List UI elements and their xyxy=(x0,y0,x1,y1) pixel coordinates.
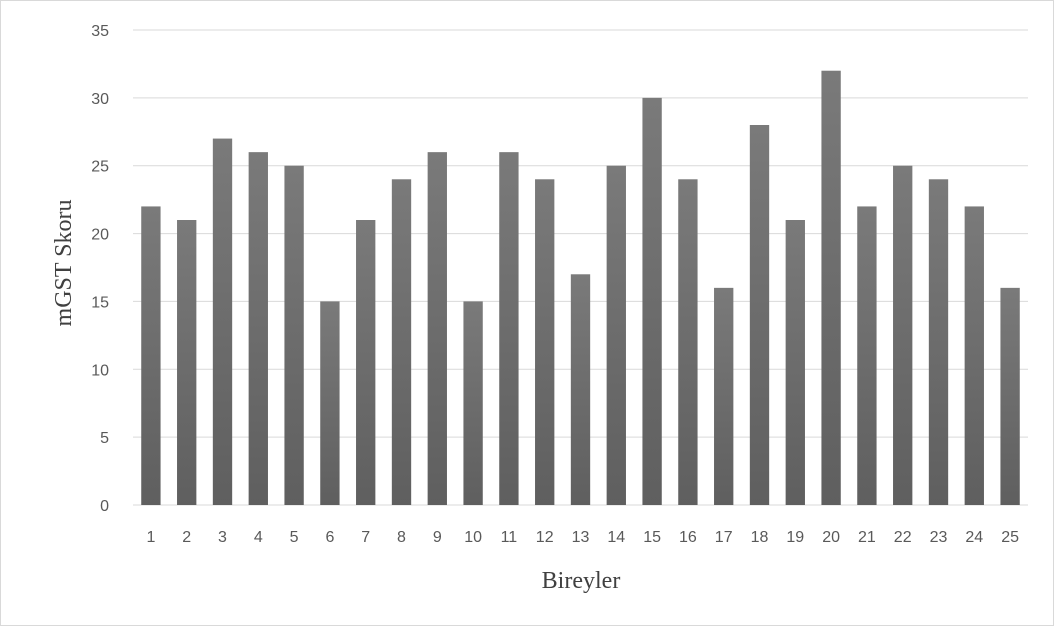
x-tick-labels: 1 2 3 4 5 6 7 8 9 10 11 12 13 14 15 16 17 18 19 20 21 22 23 24 2… xyxy=(146,529,1019,546)
bar-10 xyxy=(463,301,483,505)
bar-1 xyxy=(141,206,161,505)
y-tick-label: 25 xyxy=(91,159,109,176)
bar-11 xyxy=(499,152,519,505)
bars xyxy=(141,70,1020,506)
bar-4 xyxy=(248,152,268,505)
x-tick-label: 13 xyxy=(572,529,590,546)
x-tick-label: 3 xyxy=(218,529,227,546)
x-tick-label: 9 xyxy=(433,529,442,546)
bar-3 xyxy=(212,138,233,506)
bar-17 xyxy=(714,287,734,505)
bar-8 xyxy=(391,179,412,506)
x-tick-label: 16 xyxy=(679,529,697,546)
x-tick-label: 11 xyxy=(501,529,518,546)
bar-23 xyxy=(928,179,949,506)
x-axis-title: Bireyler xyxy=(542,568,621,594)
x-tick-label: 20 xyxy=(822,529,840,546)
bar-14 xyxy=(606,165,626,505)
x-tick-label: 10 xyxy=(464,529,482,546)
y-axis-title: mGST Skoru xyxy=(51,200,77,327)
x-tick-label: 5 xyxy=(290,529,299,546)
y-tick-labels: 0 5 10 15 20 25 30 35 xyxy=(91,23,109,515)
bar-12 xyxy=(535,179,555,506)
y-tick-label: 15 xyxy=(91,294,109,311)
y-tick-label: 30 xyxy=(91,91,109,108)
bar-5 xyxy=(284,165,304,505)
y-tick-label: 0 xyxy=(100,498,109,515)
bar-7 xyxy=(356,220,376,505)
y-tick-label: 20 xyxy=(91,227,109,244)
bar-16 xyxy=(678,179,698,506)
bar-25 xyxy=(1000,287,1020,505)
x-tick-label: 7 xyxy=(361,529,370,546)
y-tick-label: 5 xyxy=(100,430,109,447)
bar-13 xyxy=(570,274,591,505)
x-tick-label: 4 xyxy=(254,529,263,546)
bar-18 xyxy=(749,125,770,505)
y-tick-label: 35 xyxy=(91,23,109,40)
x-tick-label: 17 xyxy=(715,529,733,546)
bar-9 xyxy=(427,152,447,505)
bar-24 xyxy=(964,206,984,505)
bar-6 xyxy=(320,301,340,505)
x-tick-label: 6 xyxy=(325,529,334,546)
x-tick-label: 18 xyxy=(751,529,769,546)
x-tick-label: 14 xyxy=(607,529,625,546)
bar-19 xyxy=(785,220,805,505)
bar-15 xyxy=(642,97,662,505)
x-tick-label: 12 xyxy=(536,529,554,546)
x-tick-label: 24 xyxy=(965,529,983,546)
x-tick-label: 2 xyxy=(182,529,191,546)
bar-21 xyxy=(857,206,877,505)
x-tick-label: 22 xyxy=(894,529,912,546)
bar-20 xyxy=(821,70,841,505)
x-tick-label: 19 xyxy=(786,529,804,546)
bar-22 xyxy=(893,165,913,505)
x-tick-label: 25 xyxy=(1001,529,1019,546)
bar-2 xyxy=(177,220,197,505)
x-tick-label: 23 xyxy=(930,529,948,546)
x-tick-label: 8 xyxy=(397,529,406,546)
y-tick-label: 10 xyxy=(91,362,109,379)
x-tick-label: 1 xyxy=(146,529,155,546)
x-tick-label: 15 xyxy=(643,529,661,546)
x-tick-label: 21 xyxy=(858,529,876,546)
